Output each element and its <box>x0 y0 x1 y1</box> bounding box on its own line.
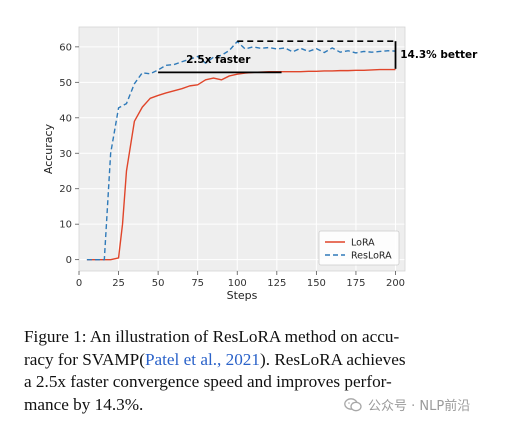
y-tick-label: 50 <box>59 78 72 89</box>
legend-box <box>318 230 400 266</box>
x-tick-label: 175 <box>346 278 365 289</box>
y-tick-label: 0 <box>66 255 72 266</box>
improvement-annotation-label: 14.3% better <box>400 49 478 61</box>
y-tick-label: 60 <box>59 42 72 53</box>
series-line-lora <box>86 68 396 261</box>
x-tick-label: 150 <box>307 278 326 289</box>
x-tick-label: 50 <box>152 278 165 289</box>
legend-label-reslora: ResLoRA <box>351 251 392 262</box>
x-tick-label: 100 <box>228 278 247 289</box>
caption-line-2-start: racy for SVAMP( <box>24 349 145 369</box>
y-tick-label: 10 <box>59 220 72 231</box>
caption-line-2: racy for SVAMP(Patel et al., 2021). ResL… <box>24 349 484 372</box>
accuracy-line-chart: 0 25 50 75 100 125 150 175 200 0 10 20 30 40 50 60 Steps… <box>42 26 478 302</box>
figure-caption: Figure 1: An illustration of ResLoRA met… <box>24 326 484 416</box>
caption-line-4: mance by 14.3%. <box>24 394 144 414</box>
x-axis-label: Steps <box>227 289 258 302</box>
caption-citation-link[interactable]: Patel et al., 2021 <box>144 349 260 369</box>
caption-line-2-end: ). ResLoRA achieves <box>260 349 406 369</box>
watermark: 公众号 · NLP前沿 <box>344 395 470 414</box>
x-tick-label: 75 <box>191 278 204 289</box>
y-tick-label: 30 <box>59 149 72 160</box>
y-axis-label: Accuracy <box>42 123 55 174</box>
x-tick-label: 125 <box>267 278 286 289</box>
series-line-reslora <box>86 40 396 261</box>
y-tick-label: 40 <box>59 113 72 124</box>
data-layer <box>86 40 396 261</box>
watermark-text: 公众号 · NLP前沿 <box>368 399 471 414</box>
speedup-annotation-label: 2.5x faster <box>186 54 251 66</box>
wechat-icon <box>344 397 362 411</box>
annotation-layer: 2.5x faster 14.3% better <box>158 40 478 74</box>
x-tick-label: 200 <box>386 278 405 289</box>
x-tick-label: 25 <box>112 278 125 289</box>
x-tick-label: 0 <box>76 278 82 289</box>
legend-label-lora: LoRA <box>351 238 375 249</box>
y-tick-label: 20 <box>59 184 72 195</box>
caption-line-1: Figure 1: An illustration of ResLoRA met… <box>24 327 400 346</box>
plot-frame <box>78 26 406 272</box>
plot-background <box>79 27 405 271</box>
caption-line-3: a 2.5x faster convergence speed and impr… <box>24 372 392 391</box>
axes-layer: 0 25 50 75 100 125 150 175 200 0 10 20 30 40 50 60 Steps… <box>42 26 406 302</box>
legend: LoRA ResLoRA <box>318 230 400 266</box>
chart-container: 0 25 50 75 100 125 150 175 200 0 10 20 30 40 50 60 Steps… <box>42 26 478 302</box>
